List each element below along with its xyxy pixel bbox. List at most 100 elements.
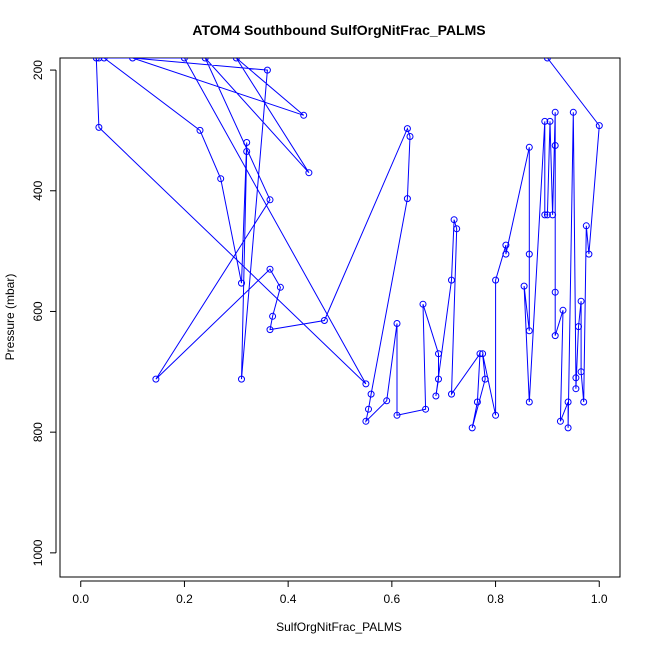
data-point (422, 405, 430, 413)
data-point (549, 211, 557, 219)
data-point (453, 225, 461, 233)
data-point (383, 397, 391, 405)
data-point (266, 326, 274, 334)
x-tick-label: 0.4 (280, 592, 297, 606)
y-tick-label: 600 (31, 301, 45, 321)
data-point (502, 250, 510, 258)
data-point (556, 417, 564, 425)
data-point (575, 323, 582, 331)
data-point (100, 58, 108, 62)
data-point (367, 390, 375, 398)
data-point (476, 350, 484, 358)
data-point (492, 411, 500, 419)
y-tick-label: 400 (31, 180, 45, 200)
series-line-1 (95, 58, 367, 385)
data-point (393, 411, 401, 419)
data-point (129, 58, 137, 62)
data-point (582, 222, 590, 230)
y-tick-label: 1000 (31, 539, 45, 566)
data-point (473, 398, 481, 406)
series-line-2 (103, 58, 600, 429)
x-tick-label: 0.6 (384, 592, 401, 606)
data-point (541, 117, 549, 125)
data-point (585, 250, 593, 258)
data-point (551, 142, 559, 149)
data-point (546, 117, 554, 125)
data-point (520, 282, 528, 290)
data-point (362, 417, 370, 425)
data-point (525, 398, 533, 406)
data-point (543, 58, 551, 62)
data-point (551, 108, 559, 116)
data-point (448, 276, 455, 284)
data-point (406, 133, 414, 140)
data-point (403, 195, 411, 203)
x-tick-label: 0.2 (176, 592, 193, 606)
data-point (152, 375, 160, 383)
data-point (432, 392, 440, 400)
data-point (569, 108, 577, 116)
x-tick-label: 1.0 (591, 592, 608, 606)
data-point (238, 279, 245, 287)
data-point (435, 375, 442, 383)
data-point (320, 317, 328, 324)
data-point (595, 122, 603, 130)
data-point (393, 320, 401, 327)
data-point (525, 143, 533, 151)
data-point (564, 424, 572, 432)
data-point (243, 148, 251, 155)
data-point (435, 350, 442, 358)
data-point (269, 312, 277, 320)
y-axis-label: Pressure (mbar) (3, 274, 17, 361)
plot-frame (59, 57, 621, 578)
data-point (266, 265, 274, 273)
data-point (263, 66, 271, 74)
data-point (559, 306, 567, 314)
data-point (196, 126, 204, 134)
data-point (572, 385, 580, 393)
data-point (95, 123, 103, 131)
data-point (266, 196, 274, 204)
data-point (468, 424, 476, 432)
data-point (479, 350, 487, 358)
data-point (305, 169, 313, 177)
x-tick-label: 0.8 (487, 592, 504, 606)
x-axis-label: SulfOrgNitFrac_PALMS (276, 620, 402, 634)
data-point (238, 375, 245, 383)
data-point (95, 58, 103, 62)
data-point (572, 374, 580, 382)
data-point (551, 332, 559, 340)
data-point (276, 283, 284, 291)
data-point (525, 250, 533, 258)
data-point (580, 398, 588, 406)
data-point (577, 297, 585, 305)
data-point (492, 276, 500, 284)
data-point (180, 58, 188, 62)
data-point (217, 175, 225, 183)
data-point (362, 380, 370, 388)
y-axis: 200 400 600 800 1000 (31, 60, 57, 566)
series-layer (92, 58, 603, 432)
data-point (525, 327, 533, 335)
data-point (243, 139, 251, 146)
x-axis: 0.0 0.2 0.4 0.6 0.8 1.0 (72, 580, 608, 606)
data-point (502, 241, 510, 249)
data-point (92, 58, 100, 62)
y-tick-label: 800 (31, 422, 45, 442)
data-point (300, 111, 308, 119)
data-point (232, 58, 240, 62)
data-point (403, 125, 411, 133)
data-point (541, 211, 549, 219)
data-point (201, 58, 209, 62)
data-point (551, 288, 559, 296)
data-point (450, 216, 458, 224)
y-tick-label: 200 (31, 60, 45, 80)
data-point (577, 368, 585, 376)
data-point (365, 405, 372, 413)
data-point (543, 211, 551, 219)
data-point (448, 390, 455, 398)
data-point (481, 375, 489, 383)
chart-title: ATOM4 Southbound SulfOrgNitFrac_PALMS (192, 22, 485, 38)
data-point (419, 300, 427, 308)
